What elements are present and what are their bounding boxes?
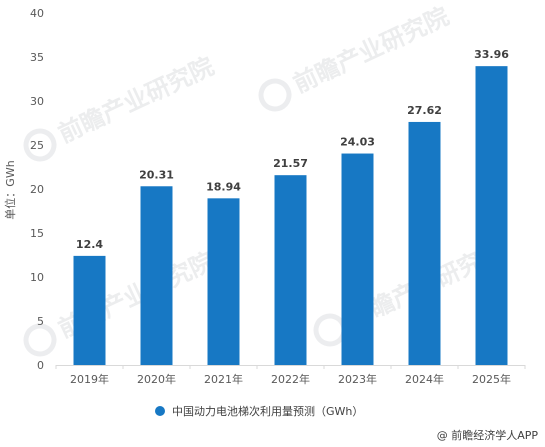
bar — [475, 66, 508, 365]
bar — [274, 175, 307, 365]
y-tick-label: 25 — [30, 139, 44, 152]
x-tick-label: 2024年 — [405, 372, 444, 386]
legend-label: 中国动力电池梯次利用量预测（GWh） — [172, 404, 363, 418]
legend-marker — [155, 406, 165, 416]
y-tick-label: 0 — [37, 359, 44, 372]
y-tick-label: 5 — [37, 315, 44, 328]
bars: 12.4 20.31 18.94 21.57 24.03 27.62 33.96 — [73, 48, 509, 365]
x-axis: 2019年 2020年 2021年 2022年 2023年 2024年 2025年 — [55, 365, 526, 386]
y-tick-label: 35 — [30, 51, 44, 64]
x-tick-label: 2019年 — [70, 372, 109, 386]
bar-value-label: 21.57 — [273, 157, 308, 170]
bar-value-label: 33.96 — [474, 48, 509, 61]
bar-value-label: 24.03 — [340, 136, 375, 149]
bar — [140, 186, 173, 365]
bar — [341, 153, 374, 365]
bar-value-label: 12.4 — [76, 238, 103, 251]
y-tick-label: 30 — [30, 95, 44, 108]
y-tick-label: 20 — [30, 183, 44, 196]
watermark-text-1: 前瞻产业研究院 — [54, 52, 218, 148]
y-axis-title: 单位：GWh — [3, 160, 17, 219]
watermark-text-2: 前瞻产业研究院 — [289, 2, 453, 98]
legend: 中国动力电池梯次利用量预测（GWh） — [155, 404, 363, 418]
bar-value-label: 18.94 — [206, 180, 241, 193]
bar — [207, 198, 240, 365]
bar-value-label: 20.31 — [139, 168, 174, 181]
x-tick-label: 2020年 — [137, 372, 176, 386]
bar-value-label: 27.62 — [407, 104, 442, 117]
bar — [73, 255, 106, 365]
y-tick-label: 40 — [30, 7, 44, 20]
x-tick-label: 2021年 — [204, 372, 243, 386]
y-axis: 0 5 10 15 20 25 30 35 40 — [30, 7, 44, 372]
y-tick-label: 10 — [30, 271, 44, 284]
source-credit: @ 前瞻经济学人APP — [437, 428, 539, 442]
y-tick-label: 15 — [30, 227, 44, 240]
x-tick-label: 2025年 — [472, 372, 511, 386]
x-tick-label: 2023年 — [338, 372, 377, 386]
x-tick-label: 2022年 — [271, 372, 310, 386]
bar — [408, 121, 441, 365]
